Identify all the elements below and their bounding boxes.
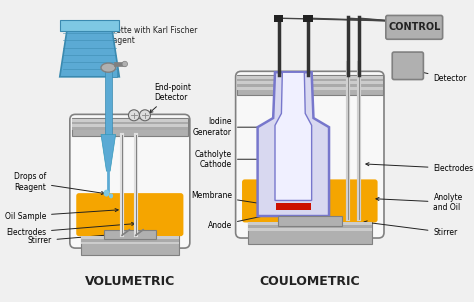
Text: Detector: Detector (398, 66, 467, 83)
Bar (278, 216, 342, 226)
Text: Burette with Karl Fischer
Reagent: Burette with Karl Fischer Reagent (103, 26, 197, 45)
FancyBboxPatch shape (70, 114, 190, 248)
Bar (110, 64, 118, 77)
Bar (72, 119, 188, 122)
Bar (303, 14, 312, 22)
Bar (81, 239, 179, 242)
Bar (247, 222, 372, 243)
Circle shape (128, 110, 139, 121)
Text: Anode: Anode (208, 210, 290, 230)
Text: Iodine
Generator: Iodine Generator (193, 117, 308, 137)
Ellipse shape (109, 194, 112, 198)
Bar (274, 14, 283, 22)
Bar (247, 225, 372, 228)
Text: Anolyte
and Oil: Anolyte and Oil (376, 193, 463, 212)
Bar (81, 242, 179, 244)
Bar (237, 75, 383, 95)
Bar (237, 76, 383, 79)
FancyBboxPatch shape (236, 71, 384, 238)
Ellipse shape (122, 61, 128, 67)
Bar (237, 79, 383, 82)
Polygon shape (101, 134, 116, 171)
FancyBboxPatch shape (242, 179, 378, 223)
Bar (104, 230, 156, 239)
Polygon shape (60, 29, 119, 77)
Text: Electrodes: Electrodes (366, 163, 474, 173)
Text: Stirrer: Stirrer (364, 221, 458, 237)
Circle shape (139, 110, 150, 121)
Bar (60, 20, 119, 31)
Polygon shape (257, 72, 329, 216)
Text: Membrane: Membrane (191, 191, 272, 206)
FancyBboxPatch shape (76, 193, 183, 236)
Bar (72, 122, 188, 124)
Text: CONTROL: CONTROL (388, 22, 440, 32)
Bar (81, 236, 179, 239)
Bar (237, 82, 383, 84)
Text: VOLUMETRIC: VOLUMETRIC (85, 275, 175, 288)
Bar (237, 87, 383, 90)
Ellipse shape (104, 190, 109, 196)
Bar (237, 84, 383, 87)
Text: End-point
Detector: End-point Detector (150, 83, 191, 113)
Bar (114, 62, 125, 66)
Bar (247, 223, 372, 225)
Text: Stirrer: Stirrer (27, 233, 123, 245)
Bar (276, 203, 311, 210)
Bar (72, 118, 188, 136)
Bar (247, 228, 372, 231)
Text: Electrodes: Electrodes (6, 222, 135, 237)
Bar (72, 127, 188, 130)
Bar (105, 64, 112, 134)
Bar (81, 235, 179, 255)
Ellipse shape (101, 63, 116, 72)
Text: Catholyte
Cathode: Catholyte Cathode (195, 149, 265, 169)
FancyBboxPatch shape (386, 15, 443, 39)
FancyBboxPatch shape (392, 52, 423, 79)
Text: Drops of
Reagent: Drops of Reagent (14, 172, 104, 194)
Text: COULOMETRIC: COULOMETRIC (259, 275, 360, 288)
Text: Oil Sample: Oil Sample (5, 209, 118, 220)
Bar (72, 124, 188, 127)
Polygon shape (275, 72, 311, 201)
